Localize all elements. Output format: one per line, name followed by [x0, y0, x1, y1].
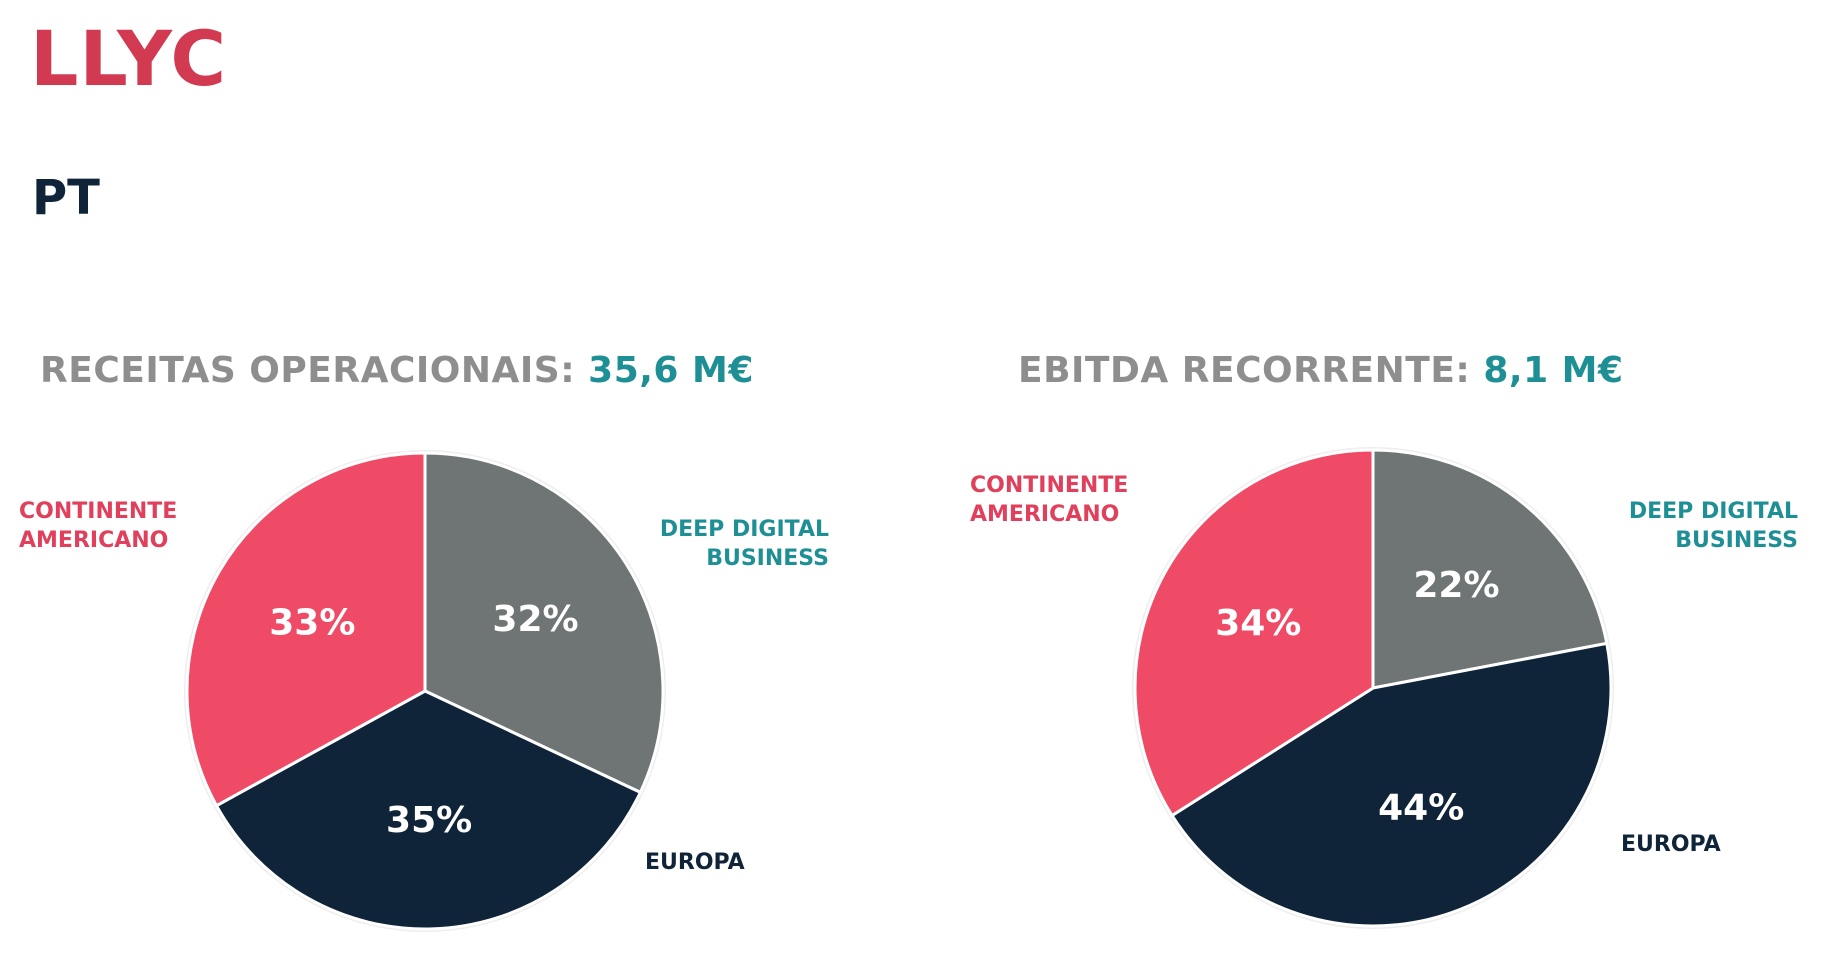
slice-continente-americano — [185, 451, 427, 808]
chart-title-value: 35,6 M€ — [588, 350, 754, 391]
label-europa: EUROPA — [1621, 832, 1721, 857]
label-line: AMERICANO — [970, 502, 1120, 527]
label-deep-digital-business: DEEP DIGITAL BUSINESS — [1629, 497, 1798, 555]
label-line: DEEP DIGITAL — [659, 517, 829, 542]
slice-europa — [1169, 641, 1613, 928]
slice-deep-digital-business — [423, 451, 665, 795]
chart-title-ebitda: EBITDA RECORRENTE: 8,1 M€ — [1018, 350, 1624, 391]
label-continente-americano: CONTINENTE AMERICANO — [970, 471, 1128, 529]
label-line: DEEP DIGITAL — [1628, 499, 1798, 524]
slice-percent-label: 22% — [1413, 565, 1499, 606]
label-line: CONTINENTE — [19, 499, 178, 524]
chart-title-revenue: RECEITAS OPERACIONAIS: 35,6 M€ — [40, 350, 754, 391]
slice-percent-label: 34% — [1215, 603, 1301, 644]
slice-percent-label: 44% — [1378, 788, 1464, 829]
label-continente-americano: CONTINENTE AMERICANO — [19, 497, 177, 555]
chart-title-text: RECEITAS OPERACIONAIS: — [40, 350, 576, 391]
label-europa: EUROPA — [645, 850, 745, 875]
chart-title-text: EBITDA RECORRENTE: — [1018, 350, 1471, 391]
slice-percent-label: 33% — [269, 602, 355, 643]
slice-continente-americano — [1133, 448, 1375, 818]
slice-percent-label: 35% — [386, 800, 472, 841]
label-line: BUSINESS — [1675, 528, 1798, 553]
llyc-logo: LLYC — [30, 14, 228, 103]
slice-deep-digital-business — [1371, 448, 1609, 690]
chart-title-value: 8,1 M€ — [1483, 350, 1624, 391]
country-heading: PT — [32, 170, 100, 226]
label-deep-digital-business: DEEP DIGITAL BUSINESS — [660, 515, 829, 573]
label-line: CONTINENTE — [970, 473, 1129, 498]
label-line: AMERICANO — [19, 528, 169, 553]
slice-europa — [214, 689, 643, 931]
label-line: BUSINESS — [706, 546, 829, 571]
slice-percent-label: 32% — [492, 599, 578, 640]
